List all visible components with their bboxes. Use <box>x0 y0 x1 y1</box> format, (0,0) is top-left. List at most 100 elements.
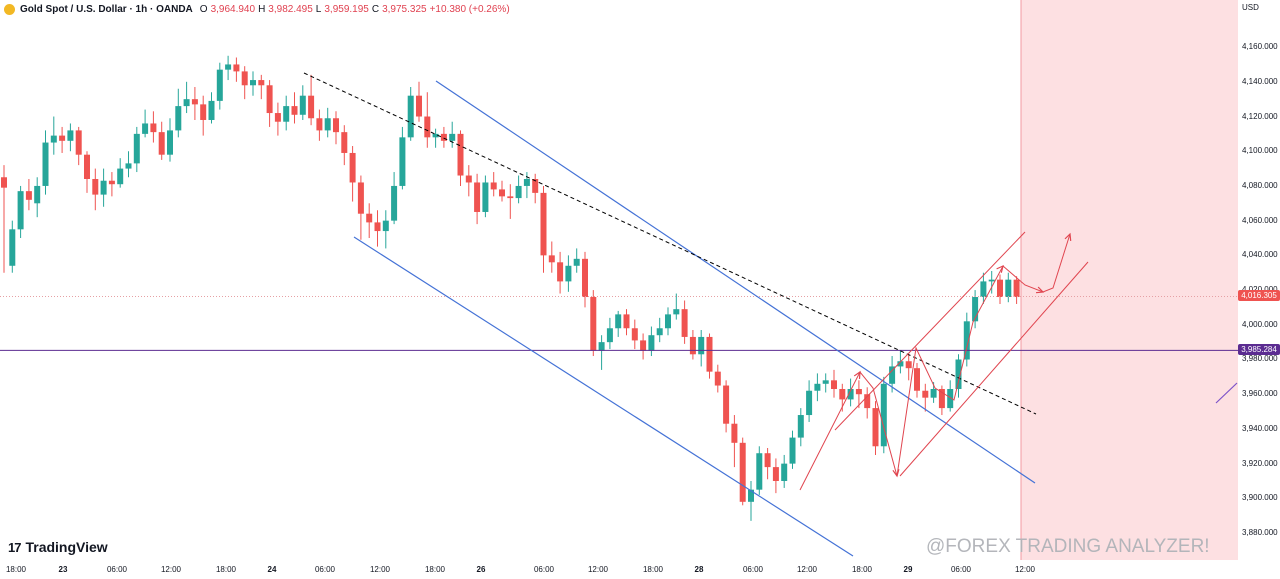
open-value: 3,964.940 <box>210 3 256 15</box>
channel-lower-line <box>353 236 854 557</box>
candle-body <box>42 142 49 186</box>
candle-body <box>980 281 987 298</box>
candle-body <box>615 314 622 329</box>
candle-body <box>797 415 804 438</box>
candle-body <box>465 175 472 183</box>
candle-body <box>142 123 149 134</box>
candle-body <box>133 133 140 164</box>
time-tick-label: 18:00 <box>851 565 873 574</box>
symbol-title[interactable]: Gold Spot / U.S. Dollar · 1h · OANDA <box>20 3 193 15</box>
candle-body <box>208 100 215 120</box>
candle-body <box>25 191 32 200</box>
candle-body <box>590 297 597 351</box>
candle-body <box>67 130 74 141</box>
symbol-header: Gold Spot / U.S. Dollar · 1h · OANDA O 3,… <box>4 2 510 16</box>
candle-body <box>673 309 680 315</box>
candle-body <box>341 132 348 153</box>
high-label: H <box>258 3 266 15</box>
candle-body <box>150 123 157 133</box>
candle-body <box>764 453 771 468</box>
candle-body <box>158 132 165 155</box>
close-value: 3,975.325 <box>382 3 427 15</box>
candle-body <box>947 389 954 409</box>
candle-body <box>972 297 979 322</box>
price-tick-label: 4,000.000 <box>1242 319 1278 329</box>
future-zone <box>1021 0 1238 560</box>
current-price-tag: 4,016.305 <box>1238 290 1280 302</box>
time-tick-label: 06:00 <box>314 565 336 574</box>
price-tick-label: 4,160.000 <box>1242 42 1278 52</box>
candle-body <box>75 130 82 155</box>
candle-body <box>216 69 223 101</box>
candle-body <box>772 467 779 481</box>
candle-body <box>557 262 564 282</box>
currency-label: USD <box>1242 3 1259 12</box>
candle-body <box>963 321 970 360</box>
candle-body <box>225 64 232 70</box>
ascending-channel-upper <box>834 231 1026 431</box>
time-tick-label: 06:00 <box>533 565 555 574</box>
candle-body <box>1013 279 1020 298</box>
time-tick-label: 12:00 <box>1014 565 1036 574</box>
candle-body <box>930 389 937 398</box>
time-tick-label: 18:00 <box>215 565 237 574</box>
candle-body <box>656 328 663 336</box>
candle-body <box>200 104 207 120</box>
candle-body <box>905 361 912 369</box>
candle-body <box>366 213 373 223</box>
candle-body <box>723 385 730 424</box>
tradingview-logo[interactable]: 17 TradingView <box>8 539 108 555</box>
candle-body <box>789 437 796 464</box>
candle-body <box>864 394 871 409</box>
candle-body <box>457 133 464 176</box>
price-tick-label: 4,020.000 <box>1242 285 1278 294</box>
candle-body <box>781 463 788 481</box>
close-label: C <box>371 3 380 15</box>
candle-body <box>374 222 381 232</box>
candle-body <box>167 130 173 155</box>
candle-body <box>706 336 713 372</box>
candle-body <box>241 71 248 86</box>
candle-body <box>681 309 688 337</box>
change-value: +10.380 (+0.26%) <box>429 3 510 15</box>
candle-body <box>84 154 90 179</box>
time-tick-label: 12:00 <box>587 565 609 574</box>
price-tick-label: 3,900.000 <box>1242 493 1278 503</box>
high-value: 3,982.495 <box>268 3 313 15</box>
price-tick-label: 4,060.000 <box>1242 215 1278 225</box>
price-tick-label: 4,040.000 <box>1242 250 1278 260</box>
candle-body <box>440 133 447 141</box>
candle-body <box>598 342 605 351</box>
candle-body <box>233 64 240 72</box>
watermark: @FOREX TRADING ANALYZER! <box>926 536 1210 557</box>
candle-body <box>50 135 57 143</box>
gold-coin-icon <box>4 3 15 15</box>
time-tick-label: 28 <box>694 565 704 574</box>
low-label: L <box>315 3 322 15</box>
open-label: O <box>199 3 208 15</box>
candle-body <box>922 390 929 398</box>
candle-body <box>814 383 821 391</box>
time-tick-label: 06:00 <box>106 565 128 574</box>
candle-body <box>955 359 962 390</box>
candle-body <box>125 163 132 169</box>
candle-body <box>449 133 456 141</box>
candle-body <box>938 389 945 409</box>
channel-upper-line <box>435 80 1036 484</box>
candle-body <box>623 314 630 329</box>
candle-body <box>839 389 846 400</box>
candle-body <box>897 361 904 367</box>
time-tick-label: 12:00 <box>160 565 182 574</box>
price-tick-label: 4,120.000 <box>1242 111 1278 121</box>
candle-body <box>474 182 481 212</box>
arrowhead-up-icon <box>1064 232 1072 242</box>
ascending-channel-lower <box>899 261 1089 477</box>
price-tick-label: 3,980.000 <box>1242 354 1278 364</box>
candle-body <box>1 177 7 188</box>
candle-body <box>523 178 530 186</box>
candles-group <box>1 55 1020 521</box>
price-tick-label: 4,080.000 <box>1242 180 1278 190</box>
candle-body <box>880 383 887 447</box>
level-price-tag: 3,985.284 <box>1238 344 1280 356</box>
